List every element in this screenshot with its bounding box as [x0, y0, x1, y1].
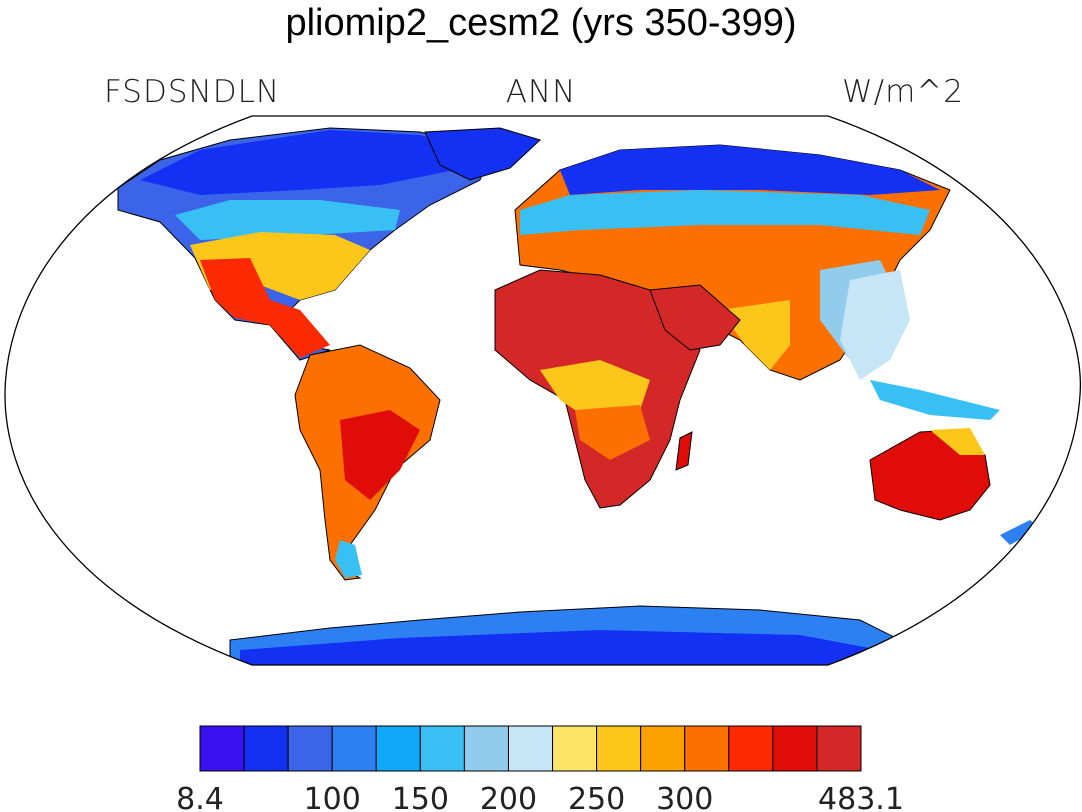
- madagascar-land: [675, 431, 693, 471]
- eurasia-north-band: [560, 145, 940, 195]
- colorbar-tick-label: 483.1: [818, 782, 904, 812]
- south-america-tip: [335, 540, 362, 578]
- south-america-hot: [340, 410, 420, 500]
- colorbar-box: [419, 725, 465, 772]
- east-asia-pale: [840, 270, 910, 380]
- north-america-south-band: [200, 258, 330, 358]
- greenland-land: [424, 127, 541, 181]
- arabia-land: [649, 284, 741, 351]
- australia-coast: [930, 428, 985, 455]
- colorbar-box: [596, 725, 642, 772]
- colorbar-box: [772, 725, 818, 772]
- world-map: [4, 115, 1082, 666]
- season-label: ANN: [505, 74, 577, 110]
- colorbar-box: [684, 725, 730, 772]
- colorbar-tick-label: 200: [480, 782, 537, 812]
- colorbar-box: [287, 725, 333, 772]
- plot-title: pliomip2_cesm2 (yrs 350-399): [285, 2, 797, 44]
- colorbar-tick-label: 8.4: [176, 782, 224, 812]
- colorbar-tick-label: 300: [656, 782, 713, 812]
- colorbar-box: [816, 725, 862, 772]
- africa-equatorial: [540, 360, 650, 420]
- africa-central: [575, 405, 650, 460]
- maritime-se-asia: [870, 380, 1000, 420]
- colorbar-box: [463, 725, 509, 772]
- variable-label: FSDSNDLN: [104, 74, 281, 110]
- colorbar-box: [243, 725, 289, 772]
- north-america-north-band: [140, 130, 480, 195]
- colorbar-tick-label: 250: [568, 782, 625, 812]
- colorbar-box: [640, 725, 686, 772]
- colorbar-box: [507, 725, 554, 772]
- antarctica-interior: [240, 630, 880, 665]
- colorbar-tick-label: 150: [392, 782, 449, 812]
- colorbar-tick-label: 100: [304, 782, 361, 812]
- colorbar-box: [375, 725, 421, 772]
- colorbar-box: [199, 725, 245, 772]
- north-america-mid-band: [175, 200, 400, 240]
- globe-outline: [4, 115, 1082, 666]
- colorbar-box: [552, 725, 598, 772]
- colorbar-box: [331, 725, 377, 772]
- eurasia-mid-band: [520, 190, 930, 235]
- units-label: W/m^2: [842, 74, 964, 110]
- colorbar-box: [728, 725, 774, 772]
